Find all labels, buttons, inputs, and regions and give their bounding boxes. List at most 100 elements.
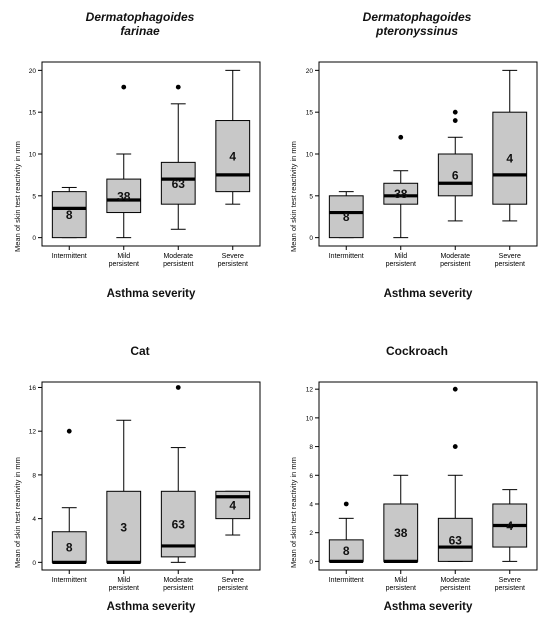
x-axis-title: Asthma severity bbox=[383, 601, 473, 613]
outlier-point bbox=[452, 118, 458, 123]
y-tick-label: 6 bbox=[309, 473, 313, 480]
x-tick-label: persistent bbox=[218, 261, 248, 268]
sample-size-label: 63 bbox=[172, 518, 186, 532]
y-tick-label: 10 bbox=[306, 415, 314, 422]
box bbox=[328, 195, 364, 239]
chart-title: Dermatophagoides pteronyssinus bbox=[297, 10, 537, 38]
chart-title-line1: Cockroach bbox=[385, 344, 449, 358]
x-tick-label: Severe bbox=[222, 577, 244, 584]
outlier-point bbox=[175, 385, 181, 390]
outlier-point bbox=[452, 109, 458, 115]
chart-panel-cockroach: Cockroach Mean of skin test reactivity i… bbox=[277, 310, 554, 620]
box bbox=[160, 161, 196, 205]
y-tick-label: 0 bbox=[32, 235, 36, 242]
sample-size-label: 6 bbox=[452, 168, 459, 182]
chart-title-line1: Dermatophagoides bbox=[85, 10, 195, 24]
sample-size-label: 8 bbox=[66, 541, 73, 555]
box bbox=[437, 517, 473, 562]
outlier-point bbox=[343, 501, 349, 507]
x-tick-label: Moderate bbox=[440, 577, 470, 584]
sample-size-label: 63 bbox=[449, 533, 463, 547]
chart-panel-cat: Cat Mean of skin test reactivity in mm 0… bbox=[0, 310, 277, 620]
sample-size-label: 8 bbox=[343, 210, 350, 224]
x-tick-label: Mild bbox=[394, 577, 407, 584]
y-tick-label: 20 bbox=[29, 68, 37, 75]
x-tick-label: persistent bbox=[218, 585, 248, 592]
x-axis-title: Asthma severity bbox=[383, 288, 473, 300]
chart-title-line1: Dermatophagoides bbox=[362, 10, 472, 24]
x-tick-label: Intermittent bbox=[329, 577, 364, 584]
outlier-point bbox=[452, 444, 458, 449]
sample-size-label: 8 bbox=[66, 208, 73, 222]
sample-size-label: 4 bbox=[506, 152, 513, 166]
x-tick-label: persistent bbox=[386, 261, 416, 268]
x-tick-label: persistent bbox=[163, 261, 193, 268]
sample-size-label: 4 bbox=[229, 498, 236, 512]
box bbox=[51, 191, 87, 239]
y-tick-label: 8 bbox=[32, 472, 36, 479]
box bbox=[215, 120, 251, 193]
y-tick-label: 8 bbox=[309, 444, 313, 451]
chart-title-line1: Cat bbox=[130, 344, 150, 358]
sample-size-label: 38 bbox=[394, 187, 408, 201]
outlier-point bbox=[66, 428, 72, 434]
x-tick-label: persistent bbox=[109, 261, 139, 268]
x-tick-label: Severe bbox=[499, 253, 521, 260]
sample-size-label: 8 bbox=[343, 544, 350, 558]
y-tick-label: 10 bbox=[29, 152, 37, 159]
chart-title-line2: pteronyssinus bbox=[375, 24, 459, 38]
y-tick-label: 0 bbox=[309, 559, 313, 566]
x-tick-label: persistent bbox=[109, 585, 139, 592]
y-tick-label: 15 bbox=[306, 110, 314, 117]
box bbox=[106, 490, 142, 563]
sample-size-label: 63 bbox=[172, 177, 186, 191]
chart-title: Dermatophagoides farinae bbox=[20, 10, 260, 38]
x-tick-label: Mild bbox=[394, 253, 407, 260]
y-tick-label: 5 bbox=[309, 193, 313, 200]
x-tick-label: Intermittent bbox=[329, 253, 364, 260]
sample-size-label: 4 bbox=[506, 519, 513, 533]
y-tick-label: 2 bbox=[309, 530, 313, 537]
y-tick-label: 0 bbox=[32, 560, 36, 567]
chart-title: Cockroach bbox=[297, 344, 537, 358]
y-tick-label: 10 bbox=[306, 152, 314, 159]
y-tick-label: 20 bbox=[306, 68, 314, 75]
box bbox=[383, 182, 419, 205]
x-tick-label: persistent bbox=[495, 261, 525, 268]
sample-size-label: 38 bbox=[117, 189, 131, 203]
y-tick-label: 12 bbox=[306, 387, 314, 394]
box bbox=[492, 111, 528, 205]
plot-frame bbox=[318, 381, 538, 571]
sample-size-label: 3 bbox=[120, 520, 127, 534]
y-tick-label: 16 bbox=[29, 385, 37, 392]
x-tick-label: persistent bbox=[495, 585, 525, 592]
box bbox=[437, 153, 473, 197]
sample-size-label: 4 bbox=[229, 150, 236, 164]
chart-panel-d-pteronyssinus: Dermatophagoides pteronyssinus Mean of s… bbox=[277, 0, 554, 310]
x-tick-label: Moderate bbox=[163, 577, 193, 584]
x-axis-title: Asthma severity bbox=[106, 288, 196, 300]
x-axis-title: Asthma severity bbox=[106, 601, 196, 613]
box bbox=[106, 178, 142, 214]
x-tick-label: Severe bbox=[222, 253, 244, 260]
x-tick-label: persistent bbox=[386, 585, 416, 592]
x-tick-label: Severe bbox=[499, 577, 521, 584]
x-tick-label: Intermittent bbox=[52, 253, 87, 260]
chart-title: Cat bbox=[20, 344, 260, 358]
x-tick-label: persistent bbox=[163, 585, 193, 592]
x-tick-label: Moderate bbox=[440, 253, 470, 260]
y-tick-label: 5 bbox=[32, 193, 36, 200]
x-tick-label: Mild bbox=[117, 253, 130, 260]
x-tick-label: Mild bbox=[117, 577, 130, 584]
outlier-point bbox=[398, 134, 404, 140]
x-tick-label: persistent bbox=[440, 261, 470, 268]
box bbox=[383, 503, 419, 562]
y-tick-label: 0 bbox=[309, 235, 313, 242]
plot-frame bbox=[41, 381, 261, 571]
chart-title-line2: farinae bbox=[120, 24, 160, 38]
y-tick-label: 12 bbox=[29, 429, 37, 436]
outlier-point bbox=[452, 386, 458, 392]
